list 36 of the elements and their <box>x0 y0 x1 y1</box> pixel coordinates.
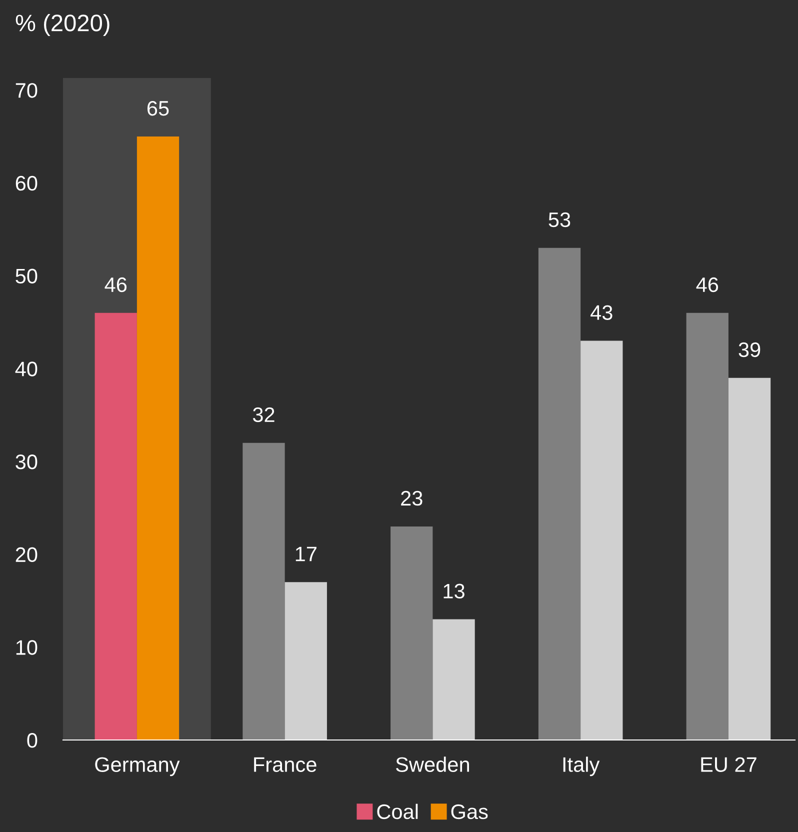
x-tick-label: Sweden <box>396 756 469 772</box>
data-label: 43 <box>590 305 612 320</box>
y-axis-title: % (2020) <box>16 14 110 36</box>
data-label: 23 <box>401 490 422 506</box>
bar <box>94 312 137 740</box>
data-label: 13 <box>444 584 464 599</box>
bar <box>242 442 285 740</box>
x-tick-label: Italy <box>563 756 600 776</box>
bar <box>390 526 433 740</box>
legend-label: Coal <box>377 804 418 820</box>
y-tick-label: 60 <box>16 176 38 191</box>
x-tick-label: Germany <box>95 757 180 776</box>
bar <box>432 619 475 740</box>
legend-label: Gas <box>451 804 488 820</box>
data-label: 65 <box>147 100 169 116</box>
y-tick-label: 50 <box>16 268 38 284</box>
x-tick-label: France <box>254 757 316 772</box>
bar <box>686 312 728 740</box>
bar <box>136 136 180 740</box>
data-label: 32 <box>252 407 274 422</box>
data-label: 17 <box>296 546 316 562</box>
y-tick-label: 70 <box>16 83 38 98</box>
y-tick-label: 30 <box>16 454 38 470</box>
x-tick-label: EU 27 <box>701 757 756 772</box>
y-tick-label: 0 <box>27 733 38 748</box>
bar <box>284 582 327 740</box>
bar <box>538 248 581 740</box>
y-tick-label: 10 <box>16 640 38 655</box>
bar <box>580 340 623 740</box>
data-label: 46 <box>696 277 718 292</box>
y-tick-label: 40 <box>15 362 38 376</box>
bar <box>728 378 771 740</box>
data-label: 46 <box>104 277 127 292</box>
data-label: 39 <box>738 342 760 358</box>
y-tick-label: 20 <box>16 547 38 562</box>
data-label: 53 <box>548 212 570 228</box>
